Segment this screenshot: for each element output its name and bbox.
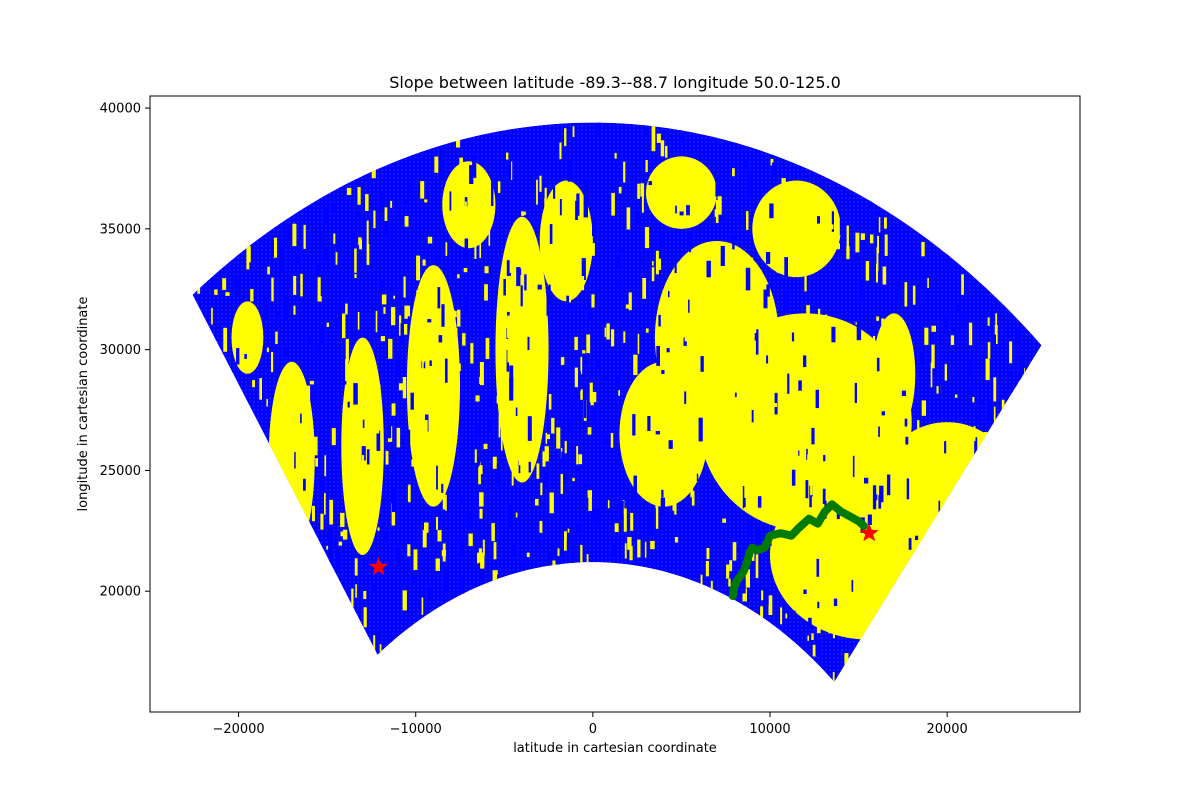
x-tick-label: 10000 — [749, 722, 790, 737]
low-slope-region — [192, 122, 1042, 683]
y-tick-label: 25000 — [100, 464, 141, 479]
x-axis: −20000 −10000 0 10000 20000 — [212, 712, 968, 737]
slope-map — [192, 122, 1042, 683]
end-star-marker — [859, 523, 879, 542]
y-tick-label: 30000 — [100, 343, 141, 358]
chart-title: Slope between latitude -89.3--88.7 longi… — [389, 73, 841, 92]
x-tick-label: −10000 — [390, 722, 442, 737]
x-tick-label: 20000 — [926, 722, 967, 737]
path-line — [728, 500, 868, 600]
y-axis: 20000 25000 30000 35000 40000 — [100, 102, 150, 600]
plot-frame — [149, 95, 1081, 713]
series-layer — [369, 500, 879, 600]
start-star-marker — [369, 557, 388, 576]
y-tick-label: 40000 — [100, 102, 141, 117]
high-slope-regions — [197, 122, 1029, 683]
x-axis-label: latitude in cartesian coordinate — [513, 741, 717, 756]
x-tick-label: −20000 — [212, 722, 264, 737]
y-axis-label: longitude in cartesian coordinate — [76, 297, 91, 512]
x-tick-label: 0 — [589, 722, 597, 737]
y-tick-label: 35000 — [100, 222, 141, 237]
y-tick-label: 20000 — [100, 585, 141, 600]
